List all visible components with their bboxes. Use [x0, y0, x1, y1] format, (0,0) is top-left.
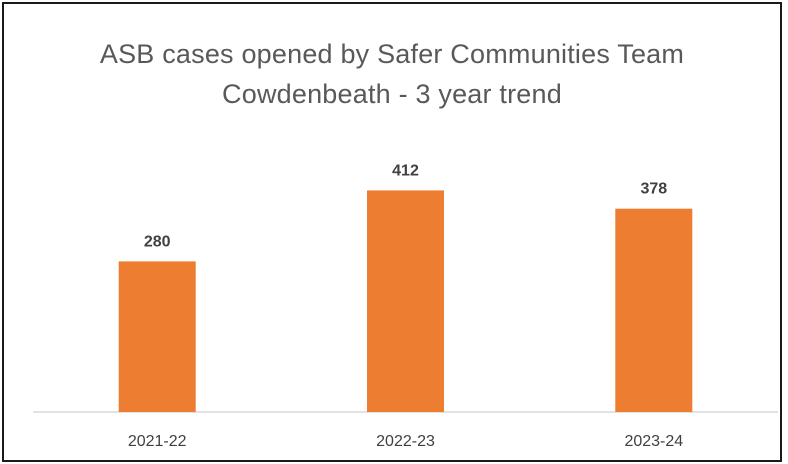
x-tick-label-2022-23: 2022-23 [376, 433, 435, 450]
data-label-2022-23: 412 [392, 162, 419, 179]
chart-title-block: ASB cases opened by Safer Communities Te… [4, 34, 780, 114]
x-tick-label-2021-22: 2021-22 [128, 433, 187, 450]
chart-title: ASB cases opened by Safer Communities Te… [99, 39, 685, 69]
data-label-2021-22: 280 [144, 233, 171, 250]
x-tick-label-2023-24: 2023-24 [624, 433, 683, 450]
bar-2021-22 [118, 261, 196, 412]
bar-2023-24 [615, 208, 693, 412]
chart-subtitle: Cowdenbeath - 3 year trend [222, 79, 562, 109]
bar-2022-23 [367, 190, 444, 412]
data-label-2023-24: 378 [640, 181, 667, 198]
